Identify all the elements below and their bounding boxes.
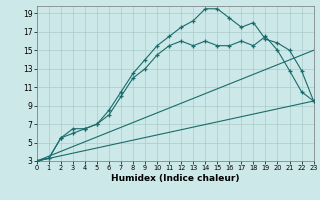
X-axis label: Humidex (Indice chaleur): Humidex (Indice chaleur) <box>111 174 239 183</box>
